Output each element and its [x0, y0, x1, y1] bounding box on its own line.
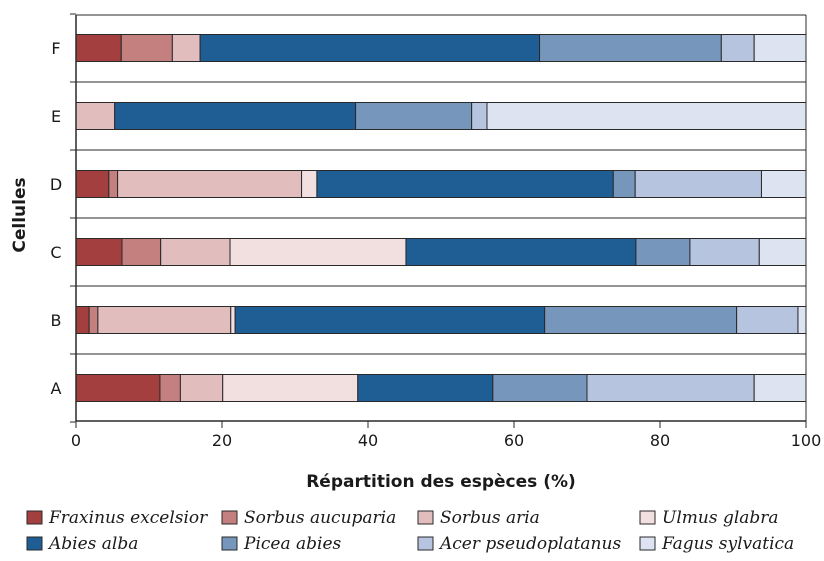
- legend-label-2: Sorbus aria: [440, 508, 540, 528]
- legend-swatch-2: [417, 510, 434, 525]
- y-tick-label-c: C: [50, 243, 61, 262]
- bar-segment-d-7: [760, 170, 807, 198]
- bar-segment-c-4: [405, 238, 637, 266]
- bar-segment-a-0: [75, 374, 161, 402]
- legend-swatch-1: [221, 510, 238, 525]
- y-tick-label-e: E: [51, 107, 61, 126]
- bar-segment-e-5: [355, 102, 473, 130]
- bar-segment-b-6: [736, 306, 799, 334]
- x-tick-label-100: 100: [791, 431, 822, 450]
- bar-segment-f-4: [199, 34, 541, 62]
- legend-label-7: Fagus sylvatica: [661, 534, 794, 554]
- bar-segment-a-2: [179, 374, 224, 402]
- bar-segment-d-0: [75, 170, 110, 198]
- bar-segment-d-2: [117, 170, 303, 198]
- bar-segment-f-0: [75, 34, 122, 62]
- y-tick-label-a: A: [51, 379, 62, 398]
- bar-segment-e-6: [471, 102, 488, 130]
- legend-swatch-5: [221, 536, 238, 551]
- bar-segment-f-7: [753, 34, 807, 62]
- bar-segment-e-4: [114, 102, 357, 130]
- bar-segment-f-2: [171, 34, 201, 62]
- bar-segment-d-6: [634, 170, 762, 198]
- bar-segment-a-4: [357, 374, 494, 402]
- bar-segment-e-2: [75, 102, 116, 130]
- y-tick-label-f: F: [51, 39, 60, 58]
- bar-segment-c-1: [121, 238, 162, 266]
- bar-segment-d-3: [301, 170, 318, 198]
- bar-segment-b-4: [234, 306, 546, 334]
- axes-layer: A B C D E F 0 20 40 60 80 100: [50, 13, 822, 450]
- legend-label-3: Ulmus glabra: [662, 508, 779, 528]
- x-tick-label-0: 0: [71, 431, 81, 450]
- bar-segment-c-3: [229, 238, 407, 266]
- x-tick-label-80: 80: [650, 431, 670, 450]
- bar-segment-b-3: [230, 306, 236, 334]
- bar-segment-b-7: [797, 306, 807, 334]
- bar-segment-c-2: [160, 238, 231, 266]
- bar-segment-f-6: [720, 34, 755, 62]
- legend-swatch-0: [26, 510, 43, 525]
- bar-segment-b-0: [75, 306, 90, 334]
- legend-swatch-4: [26, 536, 43, 551]
- legend-label-1: Sorbus aucuparia: [244, 508, 396, 528]
- legend-label-0: Fraxinus excelsior: [48, 508, 208, 528]
- bar-segment-f-1: [120, 34, 173, 62]
- bar-segment-a-6: [586, 374, 755, 402]
- y-tick-label-d: D: [50, 175, 62, 194]
- y-axis-title: Cellules: [10, 177, 30, 252]
- legend-label-5: Picea abies: [243, 534, 342, 554]
- bar-segment-d-1: [108, 170, 119, 198]
- legend: Fraxinus excelsior Sorbus aucuparia Sorbus…: [26, 508, 794, 554]
- bar-segment-b-2: [97, 306, 232, 334]
- x-tick-label-20: 20: [212, 431, 232, 450]
- legend-label-4: Abies alba: [47, 534, 138, 554]
- bar-segment-b-5: [544, 306, 738, 334]
- bar-segment-d-4: [316, 170, 614, 198]
- legend-label-6: Acer pseudoplatanus: [438, 534, 621, 554]
- legend-swatch-7: [639, 536, 656, 551]
- legend-swatch-3: [639, 510, 656, 525]
- bars-layer: [75, 34, 807, 402]
- bar-segment-d-5: [612, 170, 636, 198]
- bar-segment-a-3: [222, 374, 359, 402]
- bar-segment-e-7: [486, 102, 807, 130]
- bar-segment-c-0: [75, 238, 123, 266]
- bar-segment-f-5: [539, 34, 722, 62]
- x-tick-label-40: 40: [358, 431, 378, 450]
- bar-segment-a-7: [753, 374, 807, 402]
- legend-swatch-6: [417, 536, 434, 551]
- bar-segment-b-1: [88, 306, 99, 334]
- y-tick-label-b: B: [51, 311, 62, 330]
- bar-segment-c-7: [758, 238, 807, 266]
- bar-segment-c-6: [689, 238, 760, 266]
- bar-segment-a-1: [159, 374, 181, 402]
- x-tick-label-60: 60: [504, 431, 524, 450]
- x-axis-title: Répartition des espèces (%): [306, 472, 576, 492]
- bar-segment-a-5: [492, 374, 588, 402]
- bar-segment-c-5: [635, 238, 691, 266]
